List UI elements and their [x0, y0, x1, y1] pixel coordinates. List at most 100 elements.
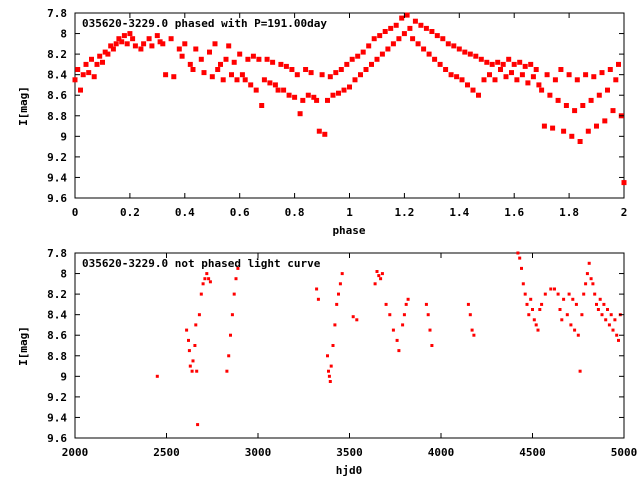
phased-data-point [360, 49, 366, 55]
phased-data-point [423, 25, 429, 31]
phased-data-point [187, 61, 193, 67]
phased-chart-title: 035620-3229.0 phased with P=191.00day [82, 17, 327, 30]
unphased-data-point [558, 308, 562, 311]
phased-data-point [355, 53, 361, 59]
phased-data-point [379, 51, 385, 57]
phased-data-point [231, 59, 237, 65]
unphased-y-tick-label: 8 [60, 268, 67, 281]
unphased-data-point [574, 302, 578, 306]
phased-data-point [377, 33, 383, 39]
phased-data-point [242, 77, 248, 83]
phased-data-point [607, 67, 613, 72]
phased-data-point [481, 77, 487, 83]
unphased-data-point [201, 282, 205, 286]
unphased-x-tick-label: 5000 [611, 446, 638, 459]
unphased-y-axis-label: I[mag] [17, 326, 30, 366]
unphased-data-point [604, 318, 608, 322]
unphased-data-point [373, 282, 377, 286]
unphased-data-point [232, 292, 236, 296]
unphased-data-point [602, 302, 606, 306]
unphased-data-point [195, 369, 199, 373]
phased-data-point [539, 87, 545, 93]
phased-data-point [470, 87, 476, 93]
phased-data-point [511, 61, 517, 67]
phased-data-point [333, 70, 339, 76]
phased-data-point [580, 103, 586, 108]
phased-y-tick-label: 9.4 [47, 171, 67, 184]
phased-data-point [325, 97, 330, 103]
unphased-data-point [536, 328, 540, 332]
unphased-data-point [379, 277, 383, 281]
phased-data-point [141, 41, 147, 47]
phased-data-point [541, 123, 547, 129]
phased-data-point [596, 92, 602, 98]
phased-data-point [489, 61, 495, 67]
phased-data-point [445, 41, 451, 47]
phased-data-point [613, 77, 619, 83]
phased-data-point [412, 18, 418, 24]
unphased-data-point [534, 323, 538, 327]
phased-data-point [308, 70, 314, 76]
unphased-data-point [606, 308, 609, 311]
phased-data-point [113, 41, 119, 47]
unphased-data-point [377, 274, 381, 278]
phased-data-point [341, 87, 347, 93]
unphased-data-point [569, 323, 573, 327]
phased-data-point [75, 67, 81, 72]
phased-data-point [555, 97, 561, 103]
phased-data-point [272, 82, 278, 88]
unphased-data-point [468, 313, 472, 317]
unphased-x-tick-label: 2500 [153, 446, 180, 459]
unphased-data-point [397, 349, 401, 353]
phased-data-point [289, 67, 295, 72]
phased-data-point [434, 33, 440, 39]
phased-data-point [220, 77, 226, 83]
phased-data-point [388, 25, 394, 31]
phased-data-point [432, 56, 438, 62]
phased-data-point [547, 92, 553, 98]
unphased-data-point [428, 328, 432, 332]
phased-data-point [349, 56, 355, 62]
phased-data-point [465, 82, 470, 88]
unphased-data-point [424, 302, 428, 306]
phased-data-point [426, 51, 432, 57]
phased-data-point [283, 63, 289, 69]
phased-data-point [591, 74, 597, 80]
unphased-data-point [187, 338, 190, 342]
phased-data-point [72, 77, 78, 83]
phased-data-point [583, 72, 589, 78]
unphased-data-point [329, 364, 333, 368]
phased-data-point [119, 39, 125, 45]
unphased-light-curve-panel: 2000 2500 3000 3500 4000 4500 5000 7.8 8 8.2 8.4 8… [17, 247, 637, 477]
phased-data-point [149, 43, 155, 49]
phased-y-tick-label: 8 [60, 28, 67, 41]
phased-data-point [327, 74, 333, 80]
unphased-data-point [337, 292, 340, 296]
phased-data-point [569, 133, 575, 139]
phased-data-point [138, 46, 144, 52]
phased-y-tick-label: 8.8 [47, 110, 67, 123]
unphased-data-point [596, 308, 600, 311]
phased-data-point [533, 67, 539, 72]
phased-data-point [563, 103, 569, 108]
unphased-data-point [573, 328, 577, 332]
unphased-data-point [404, 302, 408, 306]
phased-data-point [577, 139, 583, 144]
unphased-data-point [595, 302, 598, 306]
unphased-data-point [205, 272, 209, 276]
phased-data-point [267, 80, 273, 86]
phased-data-point [338, 67, 344, 72]
unphased-x-tick-label: 4500 [519, 446, 546, 459]
phased-data-point [566, 72, 572, 78]
phased-y-tick-label: 9.2 [47, 151, 67, 164]
unphased-x-axis-label: hjd0 [336, 464, 363, 477]
phased-data-point [369, 61, 374, 67]
phased-data-point [248, 82, 254, 88]
phased-data-point [209, 74, 215, 80]
phased-data-point [80, 72, 86, 78]
phased-x-tick-label: 0.2 [120, 206, 140, 219]
phased-data-point [366, 43, 372, 49]
phased-data-point [121, 33, 127, 39]
phased-data-point [519, 72, 525, 78]
unphased-data-point [565, 313, 569, 317]
